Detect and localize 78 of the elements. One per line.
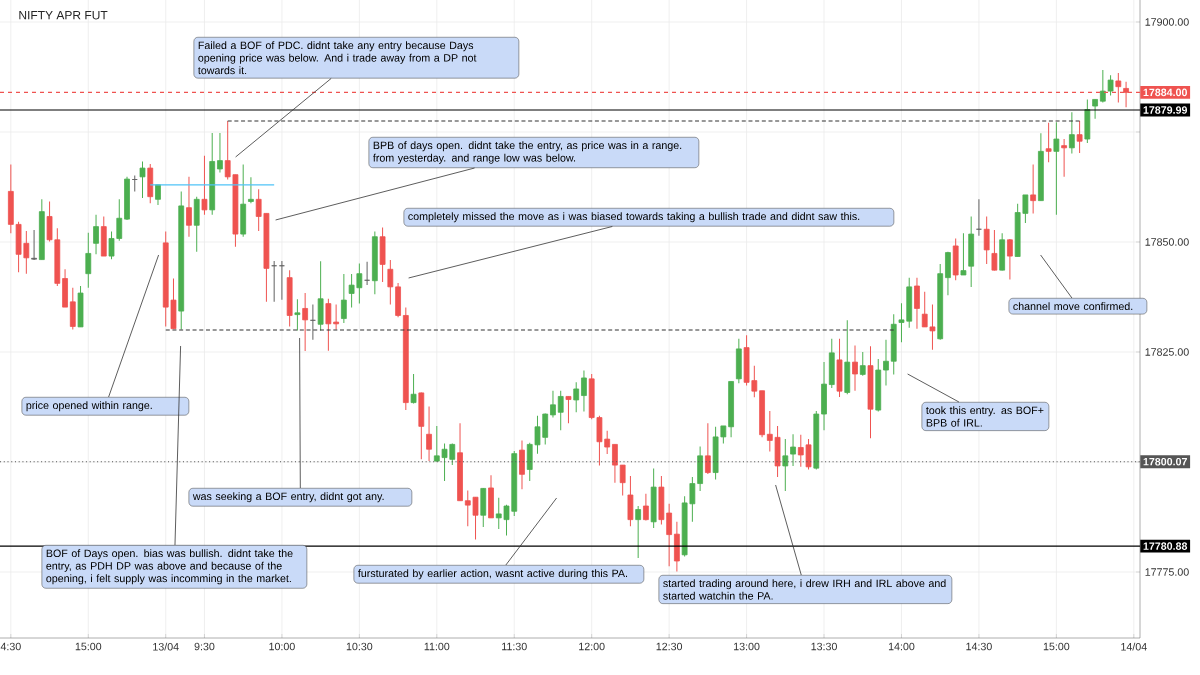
candlestick [340,273,347,324]
candlestick [1030,164,1037,214]
candlestick [93,214,99,255]
candlestick [248,176,254,204]
annotation: completely missed the move as i was biased towards taking a bullish trade and didnt saw this. [408,212,860,223]
candlestick [333,303,339,331]
candlestick [325,298,332,352]
annotation: channel move confirmed. [1013,302,1133,311]
candlestick [426,406,432,462]
x-tick-label: 12:30 [656,642,683,651]
annotation: BOF of Days open. bias was bullish. didnt take the entry, as PDH DP was above and because of the opening, i felt supply was incomming in the market. [46,549,293,585]
ref-line-label: 17800.07 [1143,457,1187,466]
candlestick [1045,122,1052,163]
candlestick [302,292,309,352]
candlestick [1092,98,1098,120]
x-tick-label: 13/04 [153,642,179,651]
candlestick [201,155,208,216]
text: NIFTY APR FUT [19,11,108,20]
y-tick-label: 17825.00 [1145,348,1189,356]
candlestick [186,176,192,238]
candlestick [991,229,998,272]
candlestick [565,395,572,424]
candlestick [914,277,920,330]
y-tick-label: 17900.00 [1145,18,1189,26]
x-tick-label: 13:00 [734,642,760,651]
x-tick-label: 13:30 [811,642,837,651]
candlestick [643,493,649,522]
candlestick [550,390,556,419]
candlestick [704,422,711,475]
x-tick-label: 9:30 [194,642,215,651]
candlestick [85,232,92,289]
candlestick [782,438,789,492]
annotation: fursturated by earlier action, wasnt active during this PA. [358,569,628,580]
annotation: started trading around here, i drew IRH and IRL above and started watchin the PA. [663,579,946,600]
x-tick-label: 14:30 [966,642,992,651]
candlestick [1007,238,1013,280]
candlestick [581,369,587,412]
y-tick-label: 17850.00 [1145,238,1189,246]
x-tick-label: 11:30 [502,642,527,651]
x-tick-label: 10:30 [346,642,373,651]
annotation: Failed a BOF of PDC. didnt take any entry because Days opening price was below. And i trade away from a DP not towards it. [198,41,477,75]
candlestick [1068,111,1075,155]
candlestick [635,505,642,559]
candlestick [387,259,394,305]
y-tick-label: 17775.00 [1145,568,1189,576]
candlestick [557,390,564,431]
x-tick-label: 15:00 [75,642,102,651]
candlestick [883,339,889,386]
candlestick [410,373,417,404]
x-tick-label: 4:30 [0,642,21,651]
candlestick [1053,121,1060,216]
ref-line-label: 17780.88 [1143,542,1188,550]
annotation: price opened within range. [26,401,152,412]
candlestick [1076,120,1083,154]
candlestick [217,132,223,173]
candlestick [983,215,990,265]
candlestick [1061,138,1067,178]
x-tick-label: 12:00 [579,642,605,651]
x-tick-label: 14:00 [888,642,915,651]
x-tick-label: 10:00 [269,642,295,651]
candlestick [573,381,580,413]
candlestick [960,232,967,276]
candlestick [619,464,626,496]
candlestick [139,160,146,199]
candlestick [790,433,796,467]
x-tick-label: 14/04 [1121,642,1147,651]
annotation: BPB of days open. didnt take the entry, as price was in a range. from yesterday. and range low was below. [373,141,682,164]
x-tick-label: 11:00 [424,642,450,651]
annotation: was seeking a BOF entry, didnt got any. [192,492,384,503]
ref-line-label: 17884.00 [1143,88,1187,97]
candlestick [612,443,618,484]
annotation: took this entry. as BOF+ BPB of IRL. [926,406,1044,427]
ref-line-label: 17879.99 [1143,106,1188,114]
candlestick [31,229,37,261]
candlestick [852,344,858,392]
candlestick [859,351,866,377]
x-tick-label: 15:00 [1043,642,1070,651]
candlestick [294,298,301,331]
